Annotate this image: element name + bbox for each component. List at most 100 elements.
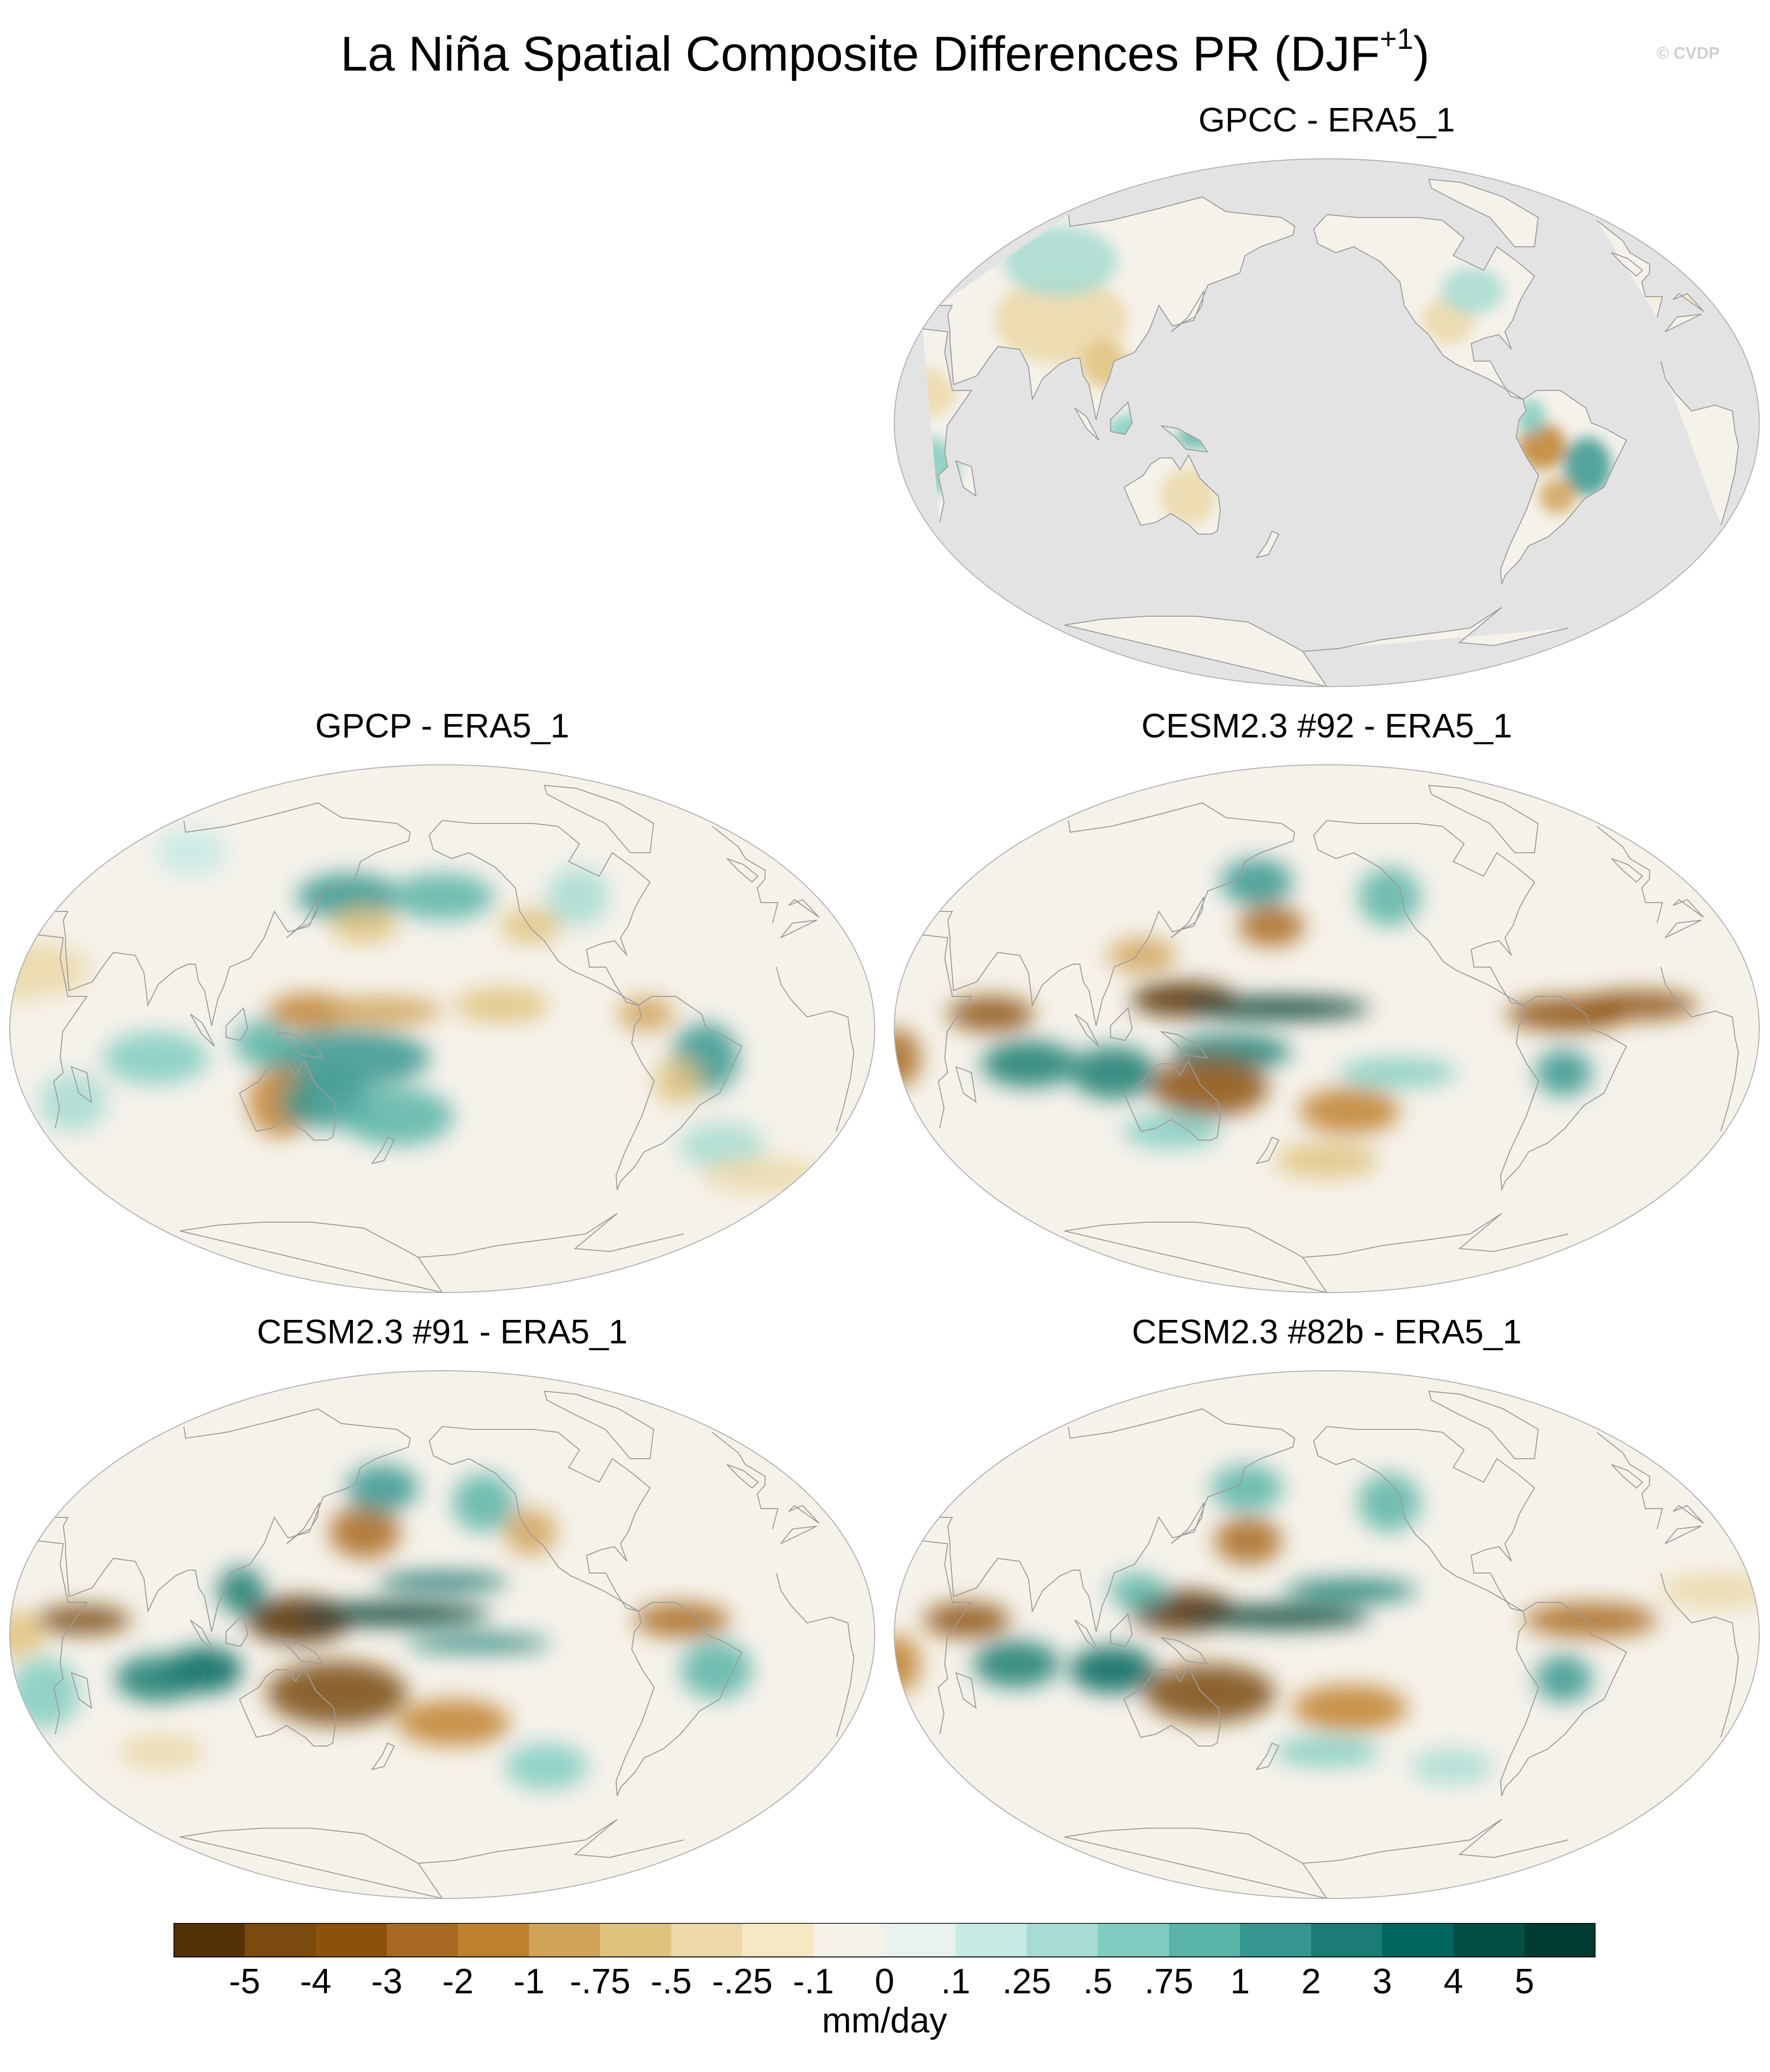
colorbar-tick-label: -.5	[650, 1962, 692, 2001]
coastline	[955, 1672, 977, 1709]
precip-anomaly-field	[894, 1465, 1759, 1784]
anomaly-blob	[10, 1658, 79, 1728]
coastline	[1064, 607, 1569, 687]
colorbar-swatch	[885, 1923, 956, 1957]
anomaly-blob	[1284, 1579, 1417, 1602]
colorbar-swatch	[1453, 1923, 1525, 1957]
anomaly-blob	[1578, 991, 1698, 1020]
colorbar-swatch	[600, 1923, 671, 1957]
coastline	[1110, 401, 1133, 435]
anomaly-blob	[948, 996, 1035, 1032]
map-boundary	[894, 158, 1760, 687]
colorbar-swatch	[458, 1923, 529, 1957]
anomaly-blob	[1210, 1465, 1283, 1511]
anomaly-blob	[298, 1602, 491, 1626]
panel-title: GPCC - ERA5_1	[1198, 101, 1455, 139]
anomaly-blob	[1658, 1573, 1759, 1608]
colorbar-tick-label: 5	[1514, 1962, 1534, 2001]
coastline	[370, 1136, 395, 1165]
anomaly-blob	[453, 1473, 516, 1532]
anomaly-blob	[1144, 1664, 1275, 1723]
coastline	[1255, 530, 1280, 559]
anomaly-blob	[654, 1058, 701, 1105]
anomaly-blob	[1160, 467, 1216, 525]
anomaly-blob	[1273, 1737, 1381, 1767]
coastline	[225, 1007, 248, 1041]
coastline	[225, 1613, 248, 1647]
anomaly-blob	[267, 993, 354, 1029]
coastline	[55, 1408, 820, 1632]
coastline	[238, 1665, 337, 1747]
colorbar: -5 -4 -3 -2 -1 -.75 -.5 -.25 -.1 0 .1 .25 .5 .75 1 2 3 4 5…	[173, 1923, 1596, 2060]
anomaly-blob	[1539, 478, 1576, 514]
coastline	[939, 1408, 1704, 1632]
anomaly-blob	[115, 1655, 201, 1702]
colorbar-tick-label: 0	[874, 1962, 895, 2001]
anomaly-blob	[1535, 1655, 1592, 1702]
coastline	[180, 1819, 684, 1899]
anomaly-blob	[263, 1029, 431, 1087]
map-panel-cesm92: CESM2.3 #92 - ERA5_1	[885, 706, 1769, 1302]
map-gpcp	[9, 764, 875, 1293]
coastline	[1074, 1619, 1100, 1653]
coastline	[1500, 996, 1627, 1190]
colorbar-swatch	[387, 1923, 458, 1957]
coastline	[1110, 1613, 1133, 1647]
coastline	[429, 1425, 651, 1612]
colorbar-swatch	[529, 1923, 601, 1957]
coastline	[922, 920, 1739, 1132]
anomaly-blob	[331, 908, 398, 944]
anomaly-blob	[981, 1040, 1077, 1087]
coastline	[286, 1502, 320, 1544]
panel-title: GPCP - ERA5_1	[315, 707, 570, 745]
coastline	[1170, 896, 1205, 938]
anomaly-blob	[546, 867, 609, 926]
anomaly-blob	[617, 996, 675, 1032]
colorbar-tick-label: .25	[1002, 1962, 1052, 2001]
anomaly-blob	[499, 908, 562, 944]
map-boundary	[9, 1370, 875, 1899]
coastline	[1255, 1136, 1280, 1165]
colorbar-swatch	[173, 1923, 245, 1957]
coastline	[1074, 1014, 1100, 1047]
coastline	[615, 1602, 743, 1796]
colorbar-swatch	[1098, 1923, 1169, 1957]
coastline	[1110, 1007, 1133, 1041]
colorbar-swatch	[813, 1923, 885, 1957]
anomaly-blob	[38, 1073, 108, 1131]
anomaly-blob	[1292, 1684, 1408, 1731]
panel-title: CESM2.3 #91 - ERA5_1	[257, 1313, 628, 1351]
anomaly-blob	[1187, 996, 1370, 1020]
anomaly-blob	[119, 1734, 206, 1770]
coastline	[429, 820, 651, 1006]
colorbar-tick-label: -.1	[793, 1962, 834, 2001]
coastline	[180, 1213, 684, 1293]
colorbar-swatch	[671, 1923, 743, 1957]
coastline	[1313, 1425, 1535, 1612]
colorbar-tick-label: -4	[300, 1962, 332, 2001]
coastline	[1161, 1637, 1209, 1665]
anomaly-blob	[233, 1020, 291, 1067]
coastline	[939, 196, 1704, 420]
anomaly-blob	[340, 1087, 454, 1146]
colorbar-swatch	[1382, 1923, 1454, 1957]
coastline	[1064, 1819, 1569, 1899]
anomaly-blob	[1187, 1605, 1370, 1629]
coastlines	[38, 1390, 855, 1899]
anomaly-blob	[329, 1506, 400, 1558]
coastline	[1255, 1742, 1280, 1770]
coastline	[1428, 784, 1539, 853]
coastline	[1611, 858, 1643, 883]
map-cesm82b	[894, 1370, 1760, 1899]
anomaly-blob	[296, 873, 401, 920]
coastline	[1500, 390, 1627, 584]
coastline	[1313, 820, 1535, 1006]
coastline	[276, 1031, 324, 1059]
colorbar-tick-label: -1	[513, 1962, 545, 2001]
anomaly-blob	[1003, 226, 1118, 297]
colorbar-units: mm/day	[821, 2001, 948, 2040]
colorbar-tick-label: -5	[229, 1962, 260, 2001]
precip-anomaly-field	[922, 226, 1712, 525]
anomaly-blob	[1563, 437, 1611, 496]
coastline	[1428, 1390, 1539, 1459]
